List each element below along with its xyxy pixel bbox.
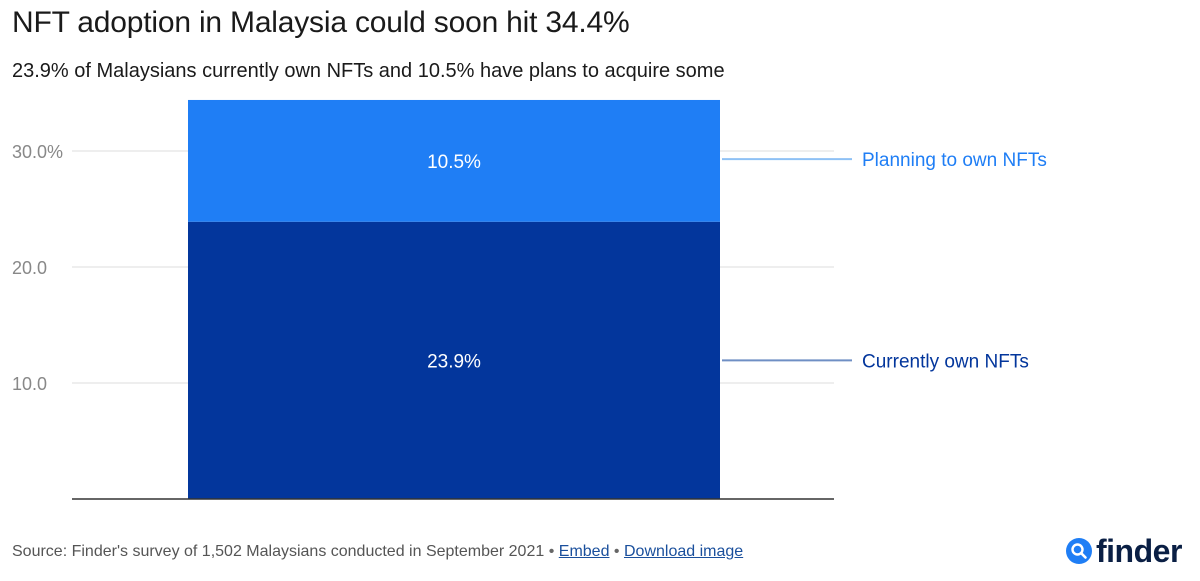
bars (188, 99, 720, 499)
stacked-bar-chart: 10.0 20.0 30.0% 23.9% 10.5% Currently own N… (12, 99, 1047, 500)
bar-value-labels: 23.9% 10.5% (427, 152, 481, 373)
finder-logo: finder (1066, 533, 1182, 569)
logo-wordmark: finder (1096, 533, 1182, 569)
footer-separator: • (548, 543, 555, 560)
y-tick-label: 10.0 (12, 374, 47, 394)
source-text: Source: Finder's survey of 1,502 Malaysi… (12, 543, 545, 560)
embed-link[interactable]: Embed (558, 543, 610, 560)
footer: Source: Finder's survey of 1,502 Malaysi… (12, 543, 743, 561)
bar-segment (188, 99, 720, 222)
footer-separator: • (613, 543, 620, 560)
chart-title: NFT adoption in Malaysia could soon hit … (12, 6, 630, 39)
magnifier-icon (1066, 538, 1092, 564)
chart-subtitle: 23.9% of Malaysians currently own NFTs a… (12, 60, 725, 82)
bar-value-label: 23.9% (427, 351, 481, 372)
series-labels: Currently own NFTs Planning to own NFTs (722, 150, 1047, 372)
series-label: Planning to own NFTs (862, 150, 1047, 171)
y-tick-label: 30.0% (12, 142, 63, 162)
bar-segment (188, 221, 720, 499)
series-label: Currently own NFTs (862, 351, 1029, 372)
y-tick-label: 20.0 (12, 258, 47, 278)
bar-value-label: 10.5% (427, 152, 481, 173)
y-axis-ticks: 10.0 20.0 30.0% (12, 142, 63, 394)
download-image-link[interactable]: Download image (623, 543, 744, 560)
